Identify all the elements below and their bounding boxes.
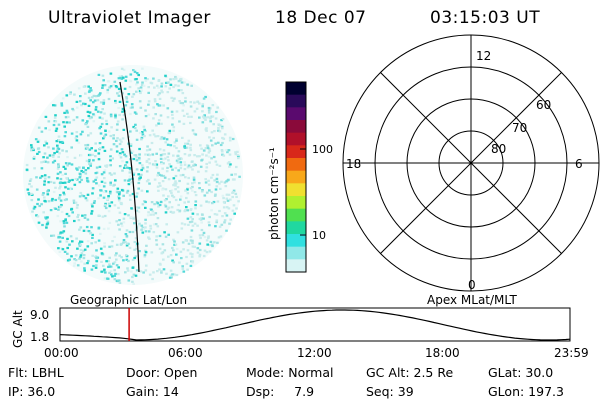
- orbit-altitude-curve: [59, 309, 571, 341]
- timeline-x-tick-0000: 00:00: [44, 346, 79, 360]
- geographic-latitude-value: GLat: 30.0: [488, 365, 554, 380]
- latitude-label-60: 60: [536, 98, 551, 112]
- timeline-x-tick-1800: 18:00: [425, 346, 460, 360]
- polar-labels: 12 18 6 0 60 70 80: [346, 49, 583, 292]
- dsp-value: Dsp: 7.9: [246, 384, 315, 399]
- mlt-label-18: 18: [346, 157, 361, 171]
- colorbar-unit-label: photon cm⁻²s⁻¹: [267, 147, 281, 240]
- colorbar-band: [286, 196, 306, 210]
- latitude-label-80: 80: [491, 142, 506, 156]
- observation-date: 18 Dec 07: [275, 8, 367, 28]
- colorbar-label-10: 10: [312, 229, 326, 242]
- timeline-frame: [59, 307, 571, 342]
- mlt-label-12: 12: [476, 49, 491, 63]
- geographic-caption: Geographic Lat/Lon: [70, 293, 187, 307]
- apex-caption: Apex MLat/MLT: [427, 293, 517, 307]
- colorbar: 100 10 photon cm⁻²s⁻¹: [267, 81, 333, 273]
- timeline-x-tick-1200: 12:00: [297, 346, 332, 360]
- orbit-altitude-plot: GC Alt 9.0 1.8 00:00 06:00 12:00 18:00 2…: [11, 307, 589, 360]
- terminator-line: [119, 81, 140, 273]
- observation-time: 03:15:03 UT: [430, 8, 541, 28]
- colorbar-scale: [286, 82, 306, 273]
- gc-altitude-value: GC Alt: 2.5 Re: [366, 365, 454, 380]
- polar-grid-panel: [342, 34, 600, 292]
- sequence-value: Seq: 39: [366, 384, 414, 399]
- timeline-axis-label: GC Alt: [11, 310, 25, 348]
- filter-value: Flt: LBHL: [8, 365, 64, 380]
- colorbar-frame: [285, 81, 307, 273]
- colorbar-band: [286, 82, 306, 96]
- polar-diagonal-2: [380, 72, 562, 254]
- mlt-label-0: 0: [468, 278, 476, 292]
- colorbar-band: [286, 259, 306, 273]
- geographic-longitude-value: GLon: 197.3: [488, 384, 564, 399]
- timeline-x-tick-2359: 23:59: [554, 346, 589, 360]
- instrument-title: Ultraviolet Imager: [48, 8, 211, 28]
- auroral-emission-pixels: [25, 67, 241, 285]
- colorbar-band: [286, 145, 306, 159]
- colorbar-label-100: 100: [312, 143, 333, 156]
- mode-value: Mode: Normal: [246, 365, 334, 380]
- colorbar-band: [286, 94, 306, 108]
- timeline-y-tick-low: 1.8: [30, 330, 49, 344]
- door-status: Door: Open: [126, 365, 198, 380]
- colorbar-band: [286, 183, 306, 197]
- colorbar-band: [286, 132, 306, 146]
- colorbar-band: [286, 246, 306, 260]
- latitude-label-70: 70: [512, 121, 527, 135]
- geographic-image-panel: [23, 65, 243, 285]
- colorbar-band: [286, 234, 306, 248]
- ip-value: IP: 36.0: [8, 384, 56, 399]
- colorbar-band: [286, 221, 306, 235]
- colorbar-band: [286, 208, 306, 222]
- gain-value: Gain: 14: [126, 384, 179, 399]
- colorbar-band: [286, 120, 306, 134]
- mlt-label-6: 6: [575, 157, 583, 171]
- colorbar-band: [286, 158, 306, 172]
- colorbar-band: [286, 107, 306, 121]
- title-bar: Ultraviolet Imager 18 Dec 07 03:15:03 UT: [0, 0, 600, 40]
- timeline-y-tick-high: 9.0: [30, 308, 49, 322]
- colorbar-band: [286, 170, 306, 184]
- timeline-x-tick-0600: 06:00: [168, 346, 203, 360]
